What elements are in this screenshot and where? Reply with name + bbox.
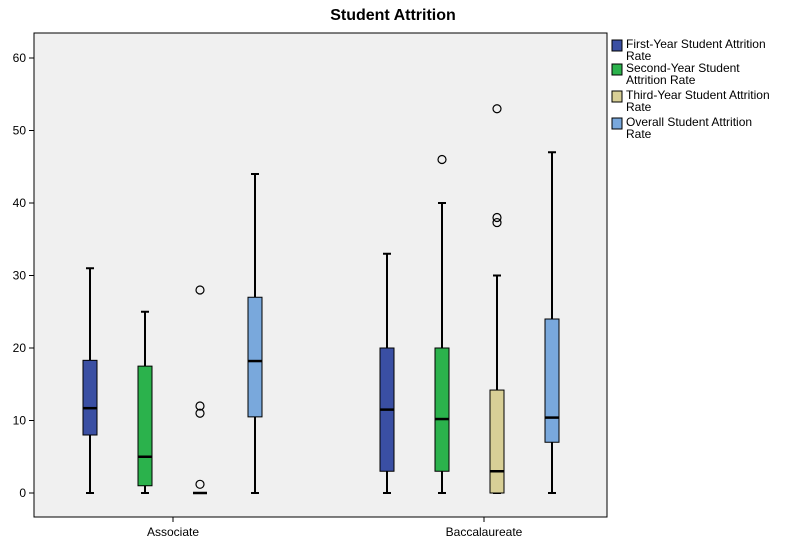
- box-4-baccalaureate: [544, 151, 560, 494]
- legend-label: Rate: [626, 49, 652, 63]
- box-4-associate: [247, 173, 263, 494]
- outlier-point: [195, 401, 205, 411]
- outlier-point: [437, 154, 447, 165]
- box-body: [82, 359, 98, 436]
- legend-label: Second-Year Student: [626, 61, 740, 75]
- legend-label: Third-Year Student Attrition: [626, 88, 770, 102]
- legend-label: Rate: [626, 127, 652, 141]
- legend-swatch: [611, 90, 623, 103]
- outlier-point: [195, 479, 205, 489]
- box-body: [247, 296, 263, 418]
- y-tick-label: 20: [13, 341, 27, 355]
- box-group: [82, 104, 560, 495]
- y-tick-label: 30: [13, 269, 27, 283]
- box-1-associate: [82, 267, 98, 494]
- box-body: [137, 365, 153, 487]
- box-body: [544, 318, 560, 443]
- box-1-baccalaureate: [379, 252, 395, 494]
- legend-label: Overall Student Attrition: [626, 115, 752, 129]
- y-axis: 0 10 20 30 40 50 60: [13, 51, 34, 500]
- box-3-associate: [193, 285, 207, 495]
- box-body: [489, 389, 505, 494]
- outlier-point: [195, 408, 205, 418]
- box-body: [434, 347, 450, 472]
- plot-area: [33, 32, 608, 518]
- legend-swatch: [611, 117, 623, 130]
- y-tick-label: 0: [19, 486, 26, 500]
- y-tick-label: 10: [13, 414, 27, 428]
- box-2-baccalaureate: [434, 154, 450, 494]
- x-category-label: Baccalaureate: [446, 525, 523, 539]
- legend-label: Rate: [626, 100, 652, 114]
- legend: First-Year Student AttritionRateSecond-Y…: [611, 37, 770, 141]
- legend-label: Attrition Rate: [626, 73, 696, 87]
- box-2-associate: [137, 310, 153, 494]
- box-3-baccalaureate: [489, 104, 505, 494]
- outlier-point: [492, 212, 502, 223]
- outlier-point: [492, 217, 502, 228]
- x-axis: Associate Baccalaureate: [147, 517, 523, 539]
- outlier-point: [195, 285, 205, 295]
- legend-label: First-Year Student Attrition: [626, 37, 766, 51]
- chart-title: Student Attrition: [330, 7, 456, 24]
- outlier-point: [492, 104, 502, 114]
- y-tick-label: 40: [13, 196, 27, 210]
- y-tick-label: 50: [13, 124, 27, 138]
- legend-swatch: [611, 63, 623, 76]
- x-category-label: Associate: [147, 525, 199, 539]
- legend-swatch: [611, 39, 623, 52]
- y-tick-label: 60: [13, 51, 27, 65]
